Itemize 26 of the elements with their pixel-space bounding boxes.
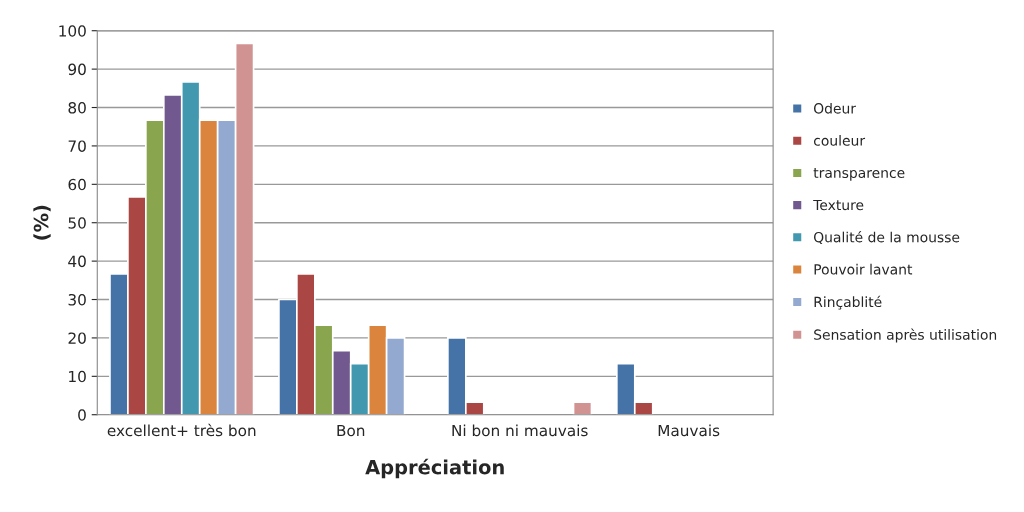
y-tick-label: 20 (68, 332, 86, 344)
y-tick-label: 0 (78, 409, 86, 421)
y-tick-label: 70 (68, 140, 86, 152)
y-tick-label: 10 (69, 370, 86, 383)
legend-label: Texture (813, 199, 864, 211)
y-tick-label: 60 (68, 178, 86, 191)
legend-label: Rinçablité (814, 295, 882, 310)
y-tick-label: 90 (68, 63, 86, 76)
y-tick-label: 100 (59, 25, 86, 37)
x-axis-title: Appréciation (365, 458, 504, 479)
x-tick-label: Bon (337, 424, 365, 437)
x-tick-label: Ni bon ni mauvais (452, 424, 588, 437)
legend-label: Qualité de la mousse (813, 231, 960, 244)
y-tick-label: 40 (68, 255, 86, 268)
legend-label: Sensation après utilisation (814, 328, 997, 343)
x-tick-label: Mauvais (658, 424, 720, 437)
legend-label: couleur (813, 135, 866, 146)
legend-label: Pouvoir lavant (814, 263, 913, 275)
y-axis-title: (%) (33, 205, 51, 240)
bar (572, 401, 593, 415)
legend-label: transparence (813, 168, 905, 181)
y-tick-label: 50 (68, 217, 86, 229)
legend-label: Odeur (813, 102, 857, 114)
y-tick-label: 80 (68, 101, 86, 114)
y-tick-label: 30 (68, 293, 86, 306)
x-tick-label: excellent+ très bon (107, 423, 256, 437)
